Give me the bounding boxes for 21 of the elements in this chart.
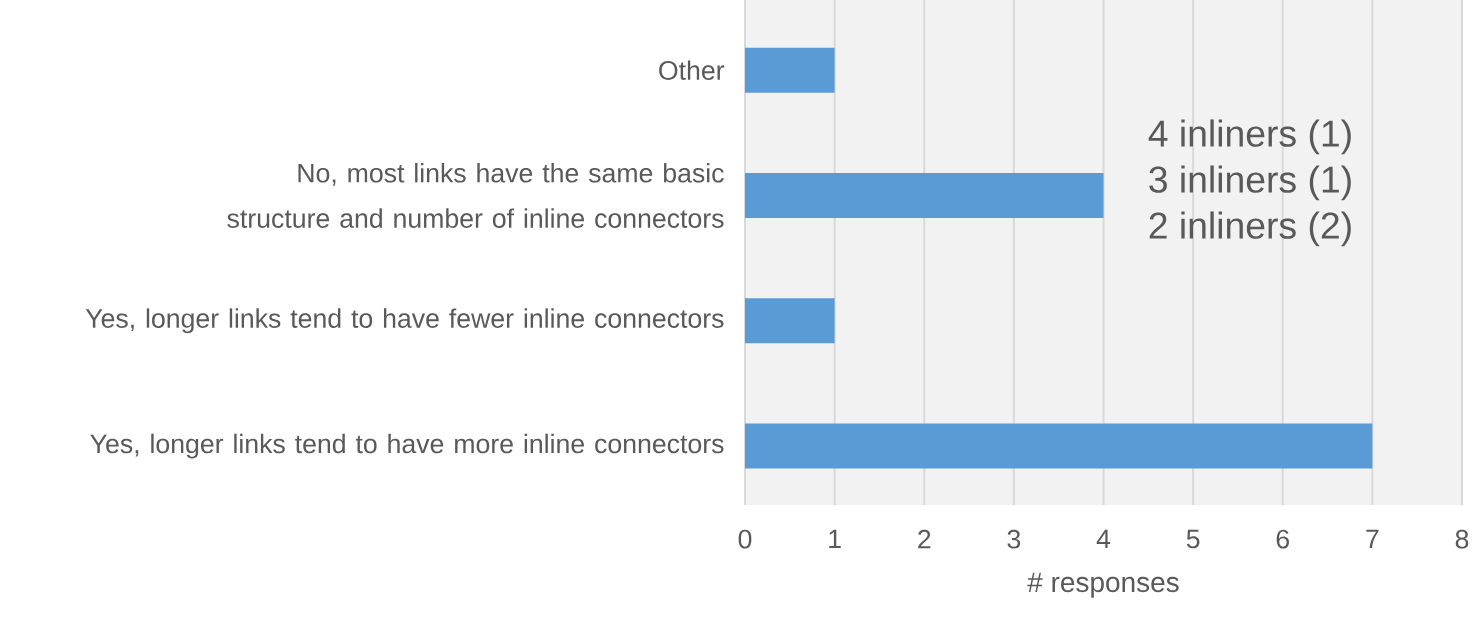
annotation: 4 inliners (1) [1148,119,1351,155]
bar [745,47,835,93]
x-tick-label: 3 [1007,529,1021,549]
y-tick-label: Other [659,60,725,80]
bar [745,423,1373,469]
y-tick-label: Yes, longer links tend to have more inline connectors [90,433,724,459]
y-tick-label: No, most links have the same basic structure and number of inline connectors [227,163,724,228]
x-tick-label: 4 [1096,529,1111,549]
y-tick-label: Yes, longer links tend to have fewer inline connectors [85,308,724,334]
annotation: 2 inliners (2) [1149,211,1351,247]
x-axis-title: # responses [1027,572,1179,598]
x-tick-label: 5 [1186,529,1200,549]
annotation: 3 inliners (1) [1149,165,1351,201]
x-tick-label: 8 [1455,529,1469,549]
x-tick-label: 0 [738,529,752,549]
x-tick-label: 7 [1366,529,1379,549]
x-tick-label: 6 [1276,529,1289,549]
bar [745,298,835,344]
x-tick-label: 1 [829,529,841,549]
x-tick-label: 2 [918,529,931,549]
bar [745,172,1104,218]
